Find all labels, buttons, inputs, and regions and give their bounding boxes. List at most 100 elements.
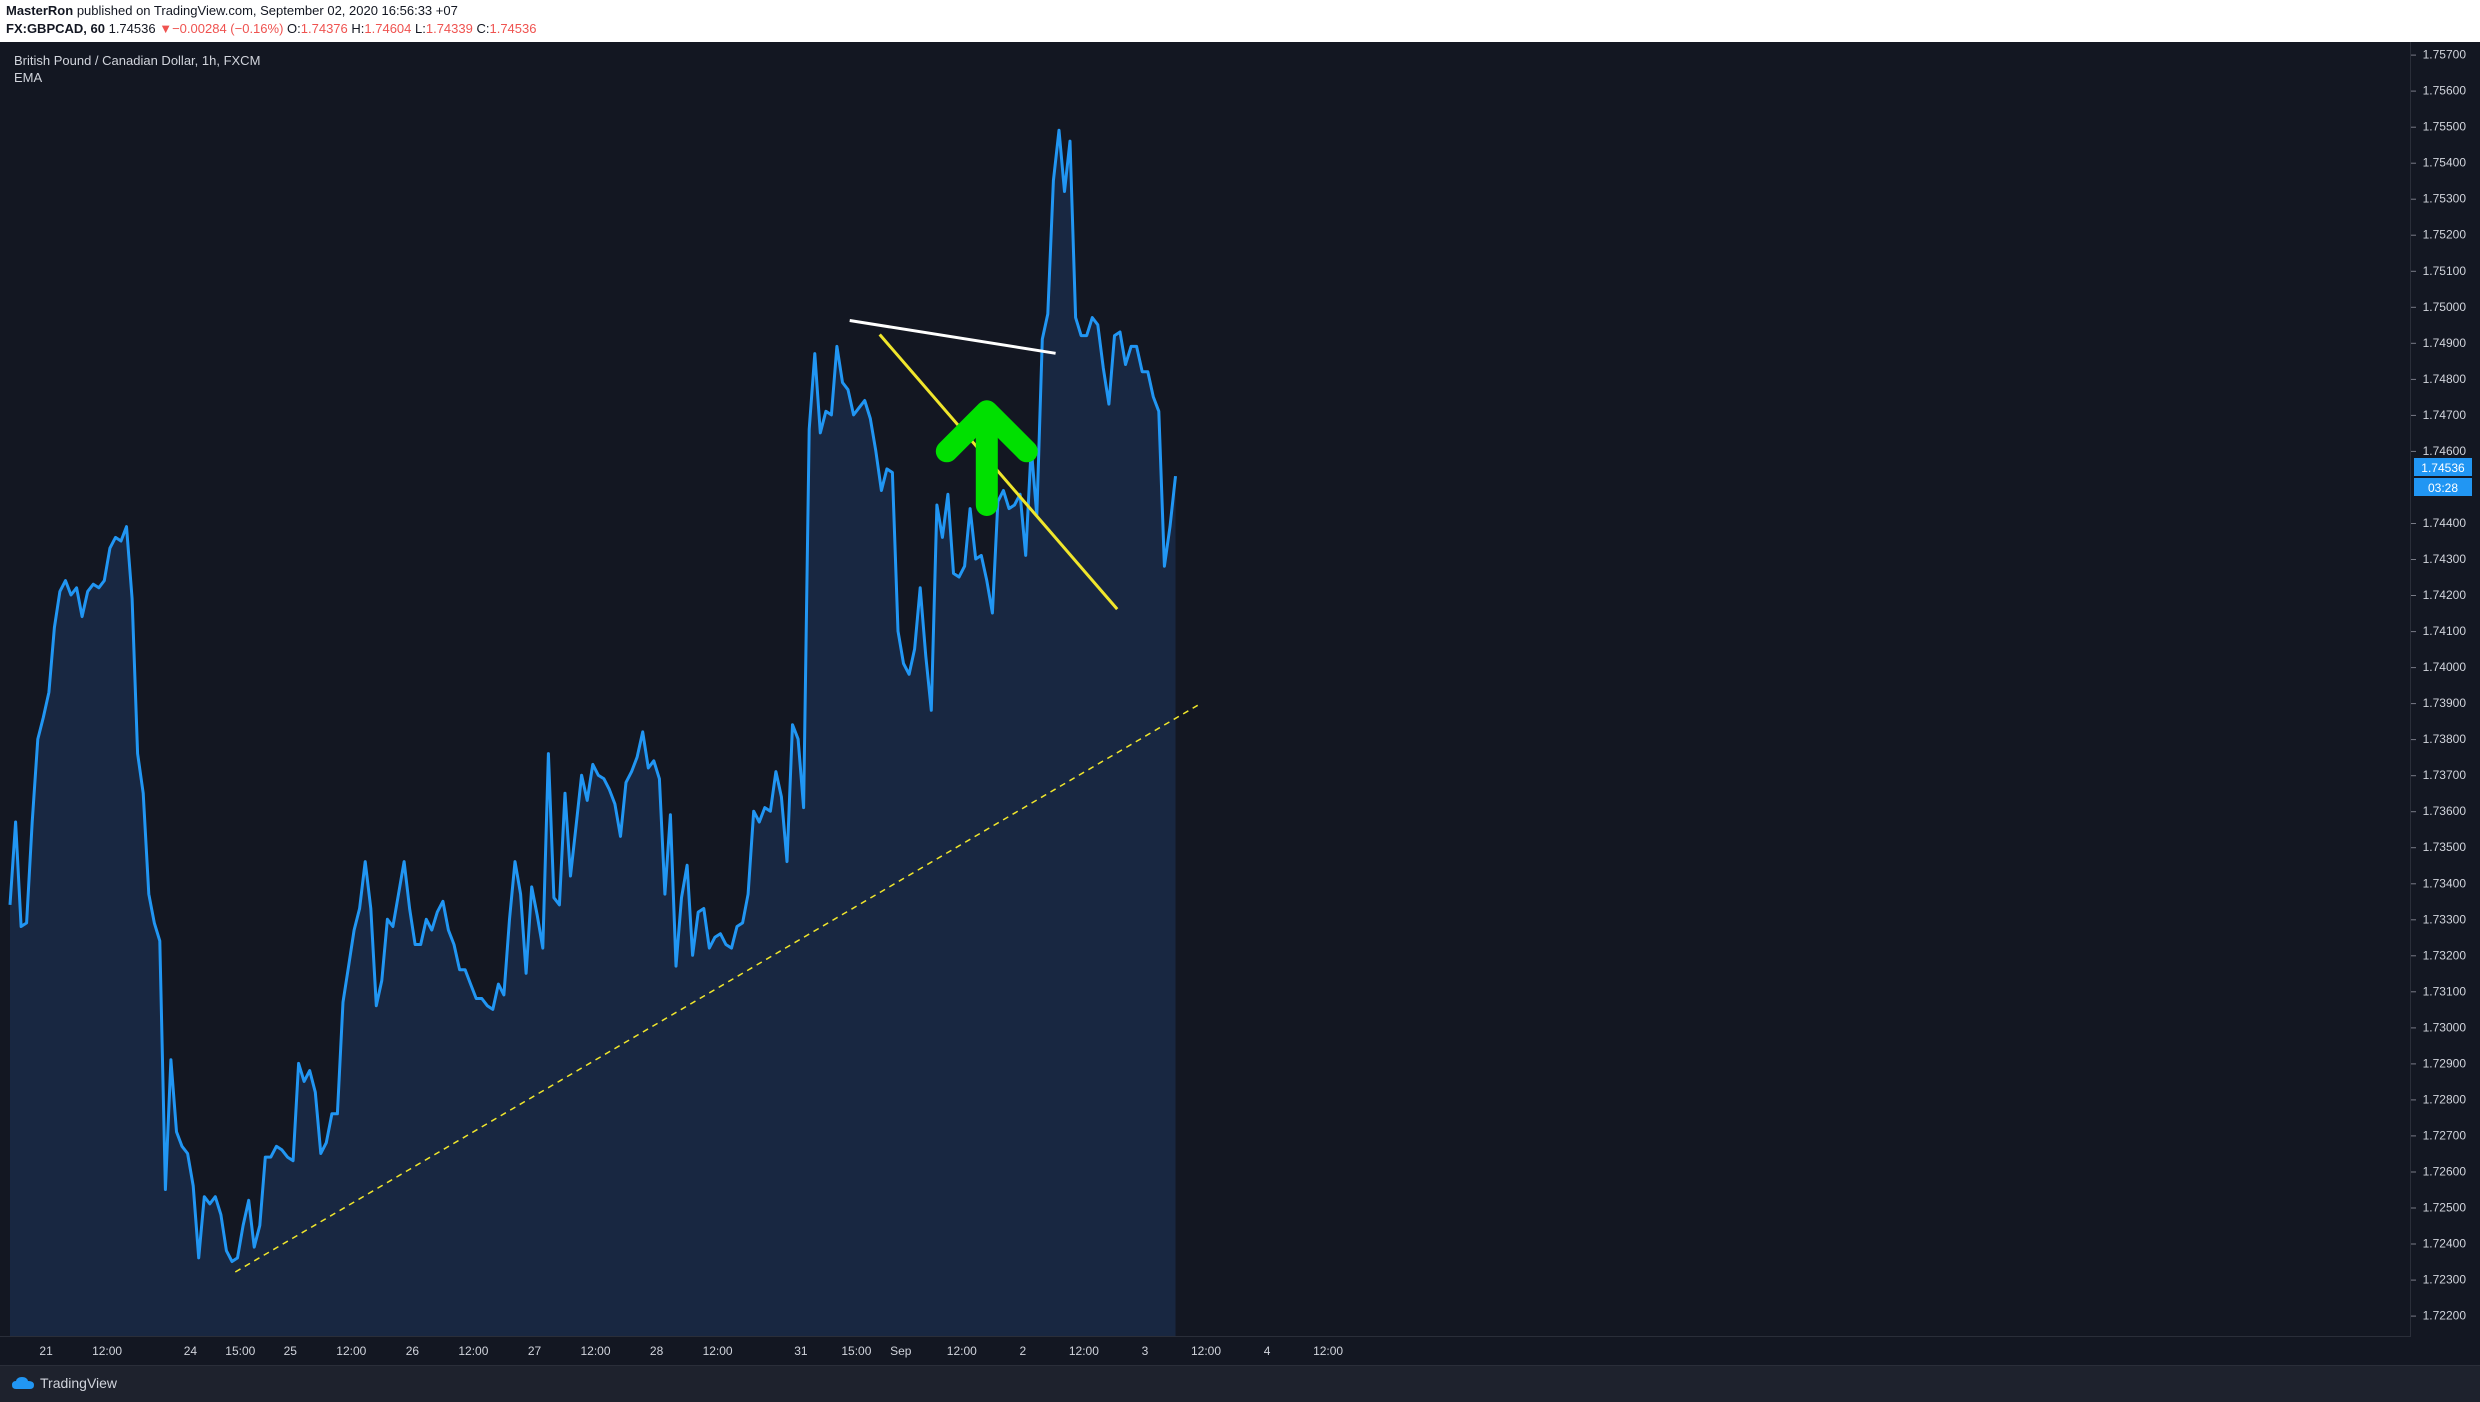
y-tick-label: 1.73400 (2423, 876, 2467, 890)
y-tick-label: 1.75200 (2423, 228, 2467, 242)
y-tick-label: 1.73800 (2423, 732, 2467, 746)
y-tick-label: 1.74800 (2423, 372, 2467, 386)
x-tick-label: Sep (890, 1344, 912, 1358)
x-tick-label: 12:00 (1313, 1344, 1343, 1358)
legend-title[interactable]: British Pound / Canadian Dollar, 1h, FXC… (14, 53, 261, 68)
x-tick-label: 28 (650, 1344, 664, 1358)
y-tick-mark (2411, 919, 2416, 921)
time-axis-divider (0, 1336, 2410, 1337)
low-label: L: (415, 21, 426, 36)
y-tick-mark (2411, 1279, 2416, 1281)
y-tick-label: 1.75600 (2423, 84, 2467, 98)
y-tick-mark (2411, 955, 2416, 957)
x-tick-label: 15:00 (841, 1344, 871, 1358)
x-tick-label: 12:00 (336, 1344, 366, 1358)
x-tick-label: 24 (184, 1344, 198, 1358)
y-tick-mark (2411, 1243, 2416, 1245)
y-tick-mark (2411, 1099, 2416, 1101)
x-tick-label: 15:00 (225, 1344, 255, 1358)
y-tick-label: 1.74000 (2423, 660, 2467, 674)
y-tick-label: 1.75500 (2423, 120, 2467, 134)
symbol-label: FX:GBPCAD, 60 (6, 21, 105, 36)
tradingview-cloud-icon (12, 1377, 34, 1389)
y-tick-label: 1.72800 (2423, 1092, 2467, 1106)
up-arrow-icon[interactable] (935, 400, 1038, 516)
y-tick-mark (2411, 667, 2416, 669)
x-tick-label: 4 (1264, 1344, 1271, 1358)
trendline-yellow[interactable] (878, 333, 1119, 611)
y-tick-label: 1.75100 (2423, 264, 2467, 278)
x-tick-label: 12:00 (703, 1344, 733, 1358)
x-tick-label: 31 (794, 1344, 808, 1358)
x-tick-label: 26 (406, 1344, 420, 1358)
y-tick-mark (2411, 198, 2416, 200)
x-tick-label: 21 (39, 1344, 53, 1358)
y-tick-mark (2411, 1063, 2416, 1065)
legend-indicator[interactable]: EMA (14, 70, 43, 85)
y-tick-label: 1.73500 (2423, 840, 2467, 854)
open-label: O: (287, 21, 301, 36)
y-tick-mark (2411, 1027, 2416, 1029)
y-tick-mark (2411, 1315, 2416, 1317)
x-tick-label: 3 (1142, 1344, 1149, 1358)
y-tick-mark (2411, 90, 2416, 92)
price-axis[interactable]: 1.75700 1.75600 1.75500 1.75400 1.75300 1.752… (2411, 48, 2466, 1323)
trendline-white[interactable] (849, 319, 1056, 355)
price-badge-countdown-bg (2414, 478, 2472, 496)
price-badge-bg (2414, 458, 2472, 476)
y-tick-label: 1.73000 (2423, 1020, 2467, 1034)
time-axis[interactable]: 21 12:00 24 15:00 25 12:00 26 12:00 27 12:00 28 12:… (39, 1344, 1343, 1358)
y-tick-label: 1.73200 (2423, 948, 2467, 962)
trendline-dashed[interactable] (234, 704, 1199, 1273)
price-badge: 1.74536 03:28 (2414, 458, 2472, 496)
y-tick-label: 1.74100 (2423, 624, 2467, 638)
y-tick-label: 1.72200 (2423, 1309, 2467, 1323)
change-text: −0.00284 (−0.16%) (172, 21, 284, 36)
plot-divider (2410, 42, 2411, 1337)
chart-legend: British Pound / Canadian Dollar, 1h, FXC… (14, 52, 260, 86)
publish-header: MasterRon published on TradingView.com, … (0, 0, 2480, 42)
chart-annotations (234, 319, 1199, 1273)
y-tick-label: 1.75000 (2423, 300, 2467, 314)
y-tick-label: 1.73700 (2423, 768, 2467, 782)
y-tick-mark (2411, 559, 2416, 560)
y-tick-mark (2411, 847, 2416, 849)
y-tick-label: 1.73300 (2423, 912, 2467, 926)
low-value: 1.74339 (425, 21, 473, 36)
x-tick-label: 25 (284, 1344, 298, 1358)
x-tick-label: 2 (1020, 1344, 1027, 1358)
y-tick-mark (2411, 1171, 2416, 1173)
y-tick-mark (2411, 342, 2416, 344)
y-tick-label: 1.72900 (2423, 1056, 2467, 1070)
y-tick-mark (2411, 306, 2416, 308)
y-tick-label: 1.72700 (2423, 1128, 2467, 1142)
y-tick-mark (2411, 414, 2416, 416)
high-label: H: (351, 21, 365, 36)
y-tick-mark (2411, 126, 2416, 128)
footer-brand-label: TradingView (40, 1375, 118, 1391)
y-tick-label: 1.75700 (2423, 48, 2467, 62)
tradingview-brand[interactable]: TradingView (12, 1375, 117, 1391)
y-tick-label: 1.73900 (2423, 696, 2467, 710)
x-tick-label: 12:00 (92, 1344, 122, 1358)
x-tick-label: 12:00 (1191, 1344, 1221, 1358)
y-tick-mark (2411, 270, 2416, 272)
y-tick-label: 1.73100 (2423, 984, 2467, 998)
last-price: 1.74536 (108, 21, 156, 36)
x-tick-label: 12:00 (947, 1344, 977, 1358)
y-tick-mark (2411, 162, 2416, 164)
y-tick-mark (2411, 595, 2416, 596)
y-tick-label: 1.74400 (2423, 516, 2467, 530)
y-tick-mark (2411, 739, 2416, 741)
author-name[interactable]: MasterRon (6, 3, 74, 18)
price-line[interactable] (8, 128, 1177, 1263)
y-tick-mark (2411, 378, 2416, 380)
footer-bar: TradingView (0, 1365, 2480, 1402)
y-tick-mark (2411, 883, 2416, 885)
y-tick-mark (2411, 1135, 2416, 1137)
y-tick-label: 1.75300 (2423, 192, 2467, 206)
up-arrow-head (935, 400, 1038, 463)
x-tick-label: 12:00 (580, 1344, 610, 1358)
y-tick-label: 1.75400 (2423, 156, 2467, 170)
